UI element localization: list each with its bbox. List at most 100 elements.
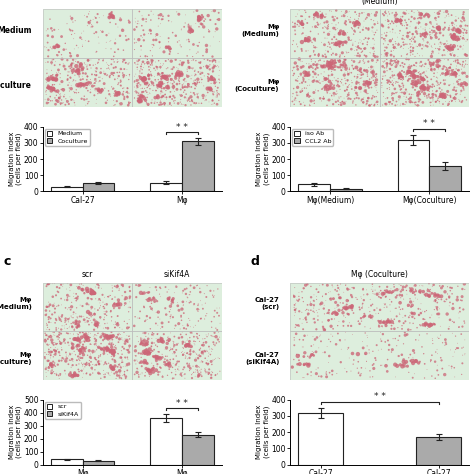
Point [370,291,378,299]
Point [429,49,437,57]
Point [75,318,83,326]
Point [81,81,89,89]
Point [401,71,409,78]
Point [333,287,341,295]
Point [62,95,70,102]
Point [396,89,404,96]
Point [57,339,64,347]
Point [158,80,166,88]
Point [103,31,110,39]
Point [180,80,187,88]
Point [438,86,446,94]
Point [174,339,182,347]
Point [407,44,414,52]
Point [416,282,423,290]
Point [290,64,297,71]
Point [437,79,445,86]
Point [459,13,467,20]
Point [183,349,191,357]
Point [55,94,63,102]
Point [195,59,203,66]
Point [195,16,203,23]
Point [114,69,121,76]
Point [392,59,399,66]
Point [57,100,64,108]
Point [399,80,406,87]
Point [55,288,62,296]
Point [369,288,376,295]
Point [427,30,435,38]
Point [82,334,90,341]
Point [408,288,415,296]
Point [166,313,174,320]
Point [57,93,64,100]
Point [384,41,392,48]
Point [415,359,422,367]
Point [100,12,107,19]
Point [293,89,301,96]
Point [359,344,367,352]
Point [186,64,193,71]
Point [210,7,218,14]
Point [70,58,77,66]
Point [437,354,445,362]
Point [355,79,363,86]
Point [337,57,345,65]
Point [428,53,435,60]
Point [66,93,74,100]
Point [419,61,427,69]
Point [209,97,216,104]
Point [56,316,64,323]
Point [323,86,331,93]
Point [349,39,356,47]
Point [396,73,404,81]
Point [153,64,161,71]
Point [55,375,63,383]
Point [45,280,52,287]
Point [339,27,347,35]
Point [337,79,345,87]
Point [337,99,344,106]
Point [214,84,221,91]
Point [450,31,458,38]
Point [185,342,193,350]
Point [134,64,141,71]
Bar [43,9,132,58]
Point [161,101,168,109]
Point [150,330,157,337]
Point [110,90,118,97]
Point [409,374,417,382]
Point [188,97,195,104]
Point [329,100,337,108]
Point [212,339,220,347]
Point [321,13,328,21]
Point [454,36,462,43]
Point [211,75,219,83]
Point [130,322,138,330]
Point [366,313,374,320]
Point [135,282,143,289]
Point [103,319,111,327]
Point [86,346,93,354]
Point [139,76,146,83]
Point [434,333,441,341]
Point [384,288,392,296]
Point [178,372,185,380]
Point [92,336,100,344]
Point [415,95,422,102]
Point [150,295,157,302]
Point [311,37,319,45]
Point [157,79,165,86]
Point [428,66,435,73]
Point [372,84,380,91]
Point [419,288,427,295]
Point [91,347,99,355]
Point [187,101,195,109]
Point [74,314,82,322]
Point [145,365,152,373]
Point [83,314,91,321]
Point [358,301,366,308]
Point [362,365,369,372]
Point [67,368,74,376]
Point [464,36,471,44]
